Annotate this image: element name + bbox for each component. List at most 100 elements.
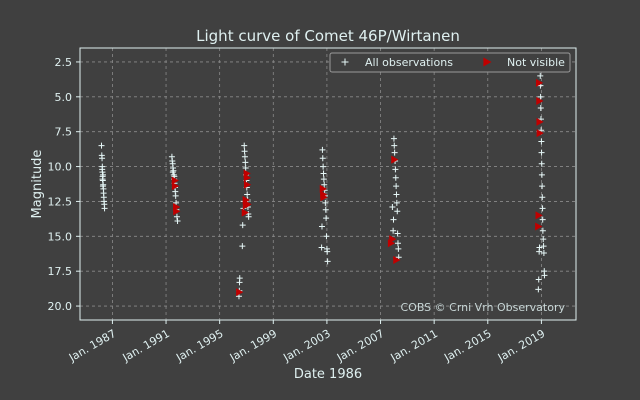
legend-plus-mark — [341, 58, 349, 66]
observation-point — [241, 153, 248, 160]
observation-point — [538, 171, 545, 178]
y-axis-label: Magnitude — [30, 150, 45, 219]
observation-point — [536, 248, 543, 255]
observation-point — [320, 176, 327, 183]
not-visible-point — [535, 222, 543, 231]
observation-point — [323, 233, 330, 240]
observation-point — [540, 236, 547, 243]
observation-point — [321, 181, 328, 188]
not-visible-point — [393, 256, 401, 265]
plot-area-frame — [79, 47, 577, 321]
observation-point — [393, 199, 400, 206]
observation-point — [537, 72, 544, 79]
observation-point — [241, 148, 248, 155]
observation-point — [539, 194, 546, 201]
not-visible-point — [241, 208, 249, 217]
observation-point — [393, 191, 400, 198]
observation-point — [539, 227, 546, 234]
observation-point — [322, 199, 329, 206]
observation-point — [318, 223, 325, 230]
observation-point — [539, 205, 546, 212]
observation-point — [99, 155, 106, 162]
observation-point — [538, 138, 545, 145]
chart-title: Light curve of Comet 46P/Wirtanen — [196, 27, 460, 45]
not-visible-point — [244, 200, 252, 209]
observation-point — [537, 93, 544, 100]
observation-point — [391, 142, 398, 149]
observation-point — [324, 248, 331, 255]
observation-point — [323, 215, 330, 222]
observation-point — [174, 217, 181, 224]
observation-point — [540, 250, 547, 257]
not-visible-point — [391, 155, 399, 164]
y-tick-label: 20.0 — [48, 300, 73, 313]
observation-point — [538, 160, 545, 167]
observation-point — [173, 213, 180, 220]
legend-plus-icon — [341, 58, 349, 66]
y-tick-label: 17.5 — [48, 265, 73, 278]
not-visible-point — [536, 97, 544, 106]
not-visible-point — [536, 117, 544, 126]
y-tick-label: 2.5 — [55, 56, 73, 69]
observation-point — [99, 166, 106, 173]
observation-point — [242, 164, 249, 171]
observation-point — [535, 276, 542, 283]
observation-point — [242, 159, 249, 166]
observation-point — [169, 169, 176, 176]
observation-point — [390, 135, 397, 142]
y-tick-label: 15.0 — [48, 230, 73, 243]
not-visible-point — [535, 211, 543, 220]
y-tick-label: 10.0 — [48, 161, 73, 174]
observation-point — [390, 216, 397, 223]
observation-point — [539, 183, 546, 190]
legend-triangle-mark — [483, 57, 492, 67]
x-axis-label: Date 1986 — [294, 367, 362, 382]
y-tick-label: 12.5 — [48, 195, 73, 208]
observation-point — [322, 206, 329, 213]
observation-point — [244, 191, 251, 198]
observation-point — [395, 245, 402, 252]
legend-label-not-visible: Not visible — [507, 56, 565, 69]
observation-point — [541, 272, 548, 279]
observation-point — [320, 170, 327, 177]
observation-point — [393, 183, 400, 190]
observation-point — [538, 149, 545, 156]
observation-point — [392, 174, 399, 181]
not-visible-point — [320, 193, 328, 202]
observation-point — [324, 258, 331, 265]
not-visible-point — [319, 184, 327, 193]
credit-annotation: COBS © Crni Vrh Observatory — [400, 301, 565, 314]
observation-point — [172, 192, 179, 199]
not-visible-point — [535, 78, 544, 87]
observation-point — [99, 183, 106, 190]
observation-point — [535, 286, 542, 293]
observation-point — [394, 230, 401, 237]
observation-point — [241, 142, 248, 149]
observation-point — [319, 146, 326, 153]
not-visible-point — [171, 176, 179, 185]
not-visible-point — [173, 207, 181, 216]
observation-point — [236, 279, 243, 286]
observation-point — [245, 213, 252, 220]
not-visible-point — [389, 235, 397, 244]
observation-point — [537, 104, 544, 111]
observation-point — [391, 149, 398, 156]
observation-point — [101, 205, 108, 212]
observation-point — [389, 204, 396, 211]
observation-point — [320, 163, 327, 170]
observation-point — [392, 166, 399, 173]
observation-point — [539, 216, 546, 223]
observation-point — [239, 222, 246, 229]
observation-point — [99, 176, 106, 183]
series-not-visible — [171, 78, 544, 297]
not-visible-point — [171, 182, 180, 191]
not-visible-point — [536, 129, 544, 138]
legend-triangle-icon — [483, 57, 492, 67]
legend: All observations Not visible — [329, 52, 571, 73]
not-visible-point — [243, 180, 252, 189]
observation-point — [319, 155, 326, 162]
observation-point — [318, 244, 325, 251]
observation-point — [394, 240, 401, 247]
observation-point — [394, 208, 401, 215]
